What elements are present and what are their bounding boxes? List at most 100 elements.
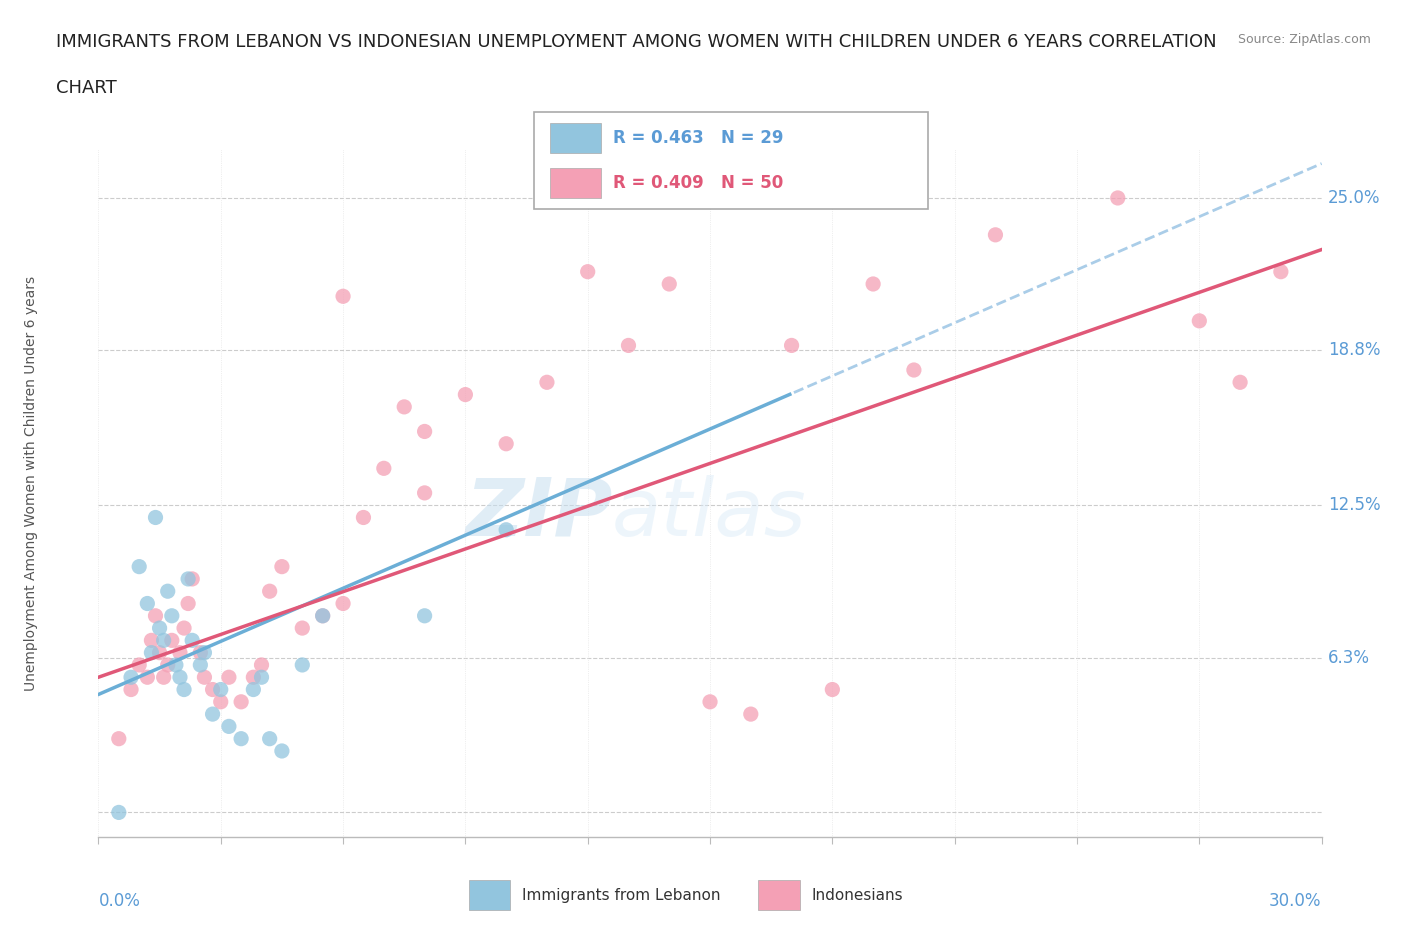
Point: [332, 289, 354, 304]
Point: [242, 670, 264, 684]
Point: [291, 658, 314, 672]
Point: [392, 400, 416, 415]
Point: [177, 596, 200, 611]
Point: [413, 424, 436, 439]
Bar: [470, 880, 510, 910]
Point: [188, 658, 212, 672]
Point: [169, 670, 191, 684]
Point: [201, 682, 224, 697]
Point: [156, 584, 179, 599]
Point: [169, 645, 191, 660]
Point: [193, 645, 215, 660]
Point: [120, 682, 142, 697]
Point: [699, 695, 721, 710]
Point: [188, 645, 212, 660]
Point: [352, 510, 374, 525]
Point: [291, 620, 314, 635]
Point: [209, 695, 232, 710]
Text: CHART: CHART: [56, 79, 117, 97]
Text: Indonesians: Indonesians: [811, 887, 903, 903]
Text: Source: ZipAtlas.com: Source: ZipAtlas.com: [1237, 33, 1371, 46]
Point: [270, 744, 294, 759]
Point: [181, 571, 204, 587]
Point: [495, 436, 517, 451]
Point: [242, 682, 264, 697]
Point: [780, 338, 803, 352]
Point: [149, 620, 172, 635]
Point: [454, 387, 477, 402]
Point: [128, 559, 150, 574]
Point: [120, 670, 142, 684]
Point: [903, 363, 925, 378]
Point: [413, 485, 436, 500]
Point: [413, 608, 436, 623]
Text: atlas: atlas: [612, 474, 807, 552]
Point: [270, 559, 294, 574]
Point: [658, 276, 681, 291]
Text: Unemployment Among Women with Children Under 6 years: Unemployment Among Women with Children U…: [24, 276, 38, 691]
Point: [495, 523, 517, 538]
Point: [218, 719, 240, 734]
Point: [373, 461, 395, 476]
Point: [160, 608, 183, 623]
Point: [145, 510, 167, 525]
Point: [259, 731, 281, 746]
Text: R = 0.463   N = 29: R = 0.463 N = 29: [613, 129, 783, 147]
Point: [250, 670, 273, 684]
Text: ZIP: ZIP: [465, 474, 612, 552]
Point: [218, 670, 240, 684]
Point: [250, 658, 273, 672]
Point: [209, 682, 232, 697]
Point: [1270, 264, 1292, 279]
Bar: [758, 880, 800, 910]
Point: [173, 682, 195, 697]
Text: 12.5%: 12.5%: [1327, 497, 1381, 514]
Text: 0.0%: 0.0%: [98, 892, 141, 910]
Point: [145, 608, 167, 623]
Point: [332, 596, 354, 611]
Point: [136, 596, 159, 611]
Point: [149, 645, 172, 660]
Point: [312, 608, 335, 623]
Bar: [550, 124, 602, 153]
Point: [152, 633, 174, 648]
Point: [108, 731, 131, 746]
Text: R = 0.409   N = 50: R = 0.409 N = 50: [613, 174, 783, 192]
Point: [141, 633, 163, 648]
Point: [1107, 191, 1129, 206]
Text: 18.8%: 18.8%: [1327, 341, 1381, 359]
Point: [740, 707, 762, 722]
Point: [312, 608, 335, 623]
Point: [231, 695, 253, 710]
Point: [173, 620, 195, 635]
Point: [193, 670, 215, 684]
Point: [576, 264, 599, 279]
Point: [165, 658, 187, 672]
Point: [136, 670, 159, 684]
Point: [152, 670, 174, 684]
Text: 25.0%: 25.0%: [1327, 189, 1381, 207]
Point: [108, 805, 131, 820]
Point: [1229, 375, 1251, 390]
Text: 30.0%: 30.0%: [1270, 892, 1322, 910]
Text: 6.3%: 6.3%: [1327, 648, 1369, 667]
Point: [128, 658, 150, 672]
Point: [201, 707, 224, 722]
FancyBboxPatch shape: [534, 112, 928, 209]
Point: [141, 645, 163, 660]
Point: [231, 731, 253, 746]
Point: [617, 338, 640, 352]
Point: [821, 682, 844, 697]
Bar: [550, 168, 602, 197]
Point: [160, 633, 183, 648]
Point: [177, 571, 200, 587]
Point: [259, 584, 281, 599]
Point: [862, 276, 884, 291]
Text: IMMIGRANTS FROM LEBANON VS INDONESIAN UNEMPLOYMENT AMONG WOMEN WITH CHILDREN UND: IMMIGRANTS FROM LEBANON VS INDONESIAN UN…: [56, 33, 1216, 50]
Point: [181, 633, 204, 648]
Point: [536, 375, 558, 390]
Text: Immigrants from Lebanon: Immigrants from Lebanon: [522, 887, 721, 903]
Point: [156, 658, 179, 672]
Point: [1188, 313, 1211, 328]
Point: [984, 228, 1007, 243]
